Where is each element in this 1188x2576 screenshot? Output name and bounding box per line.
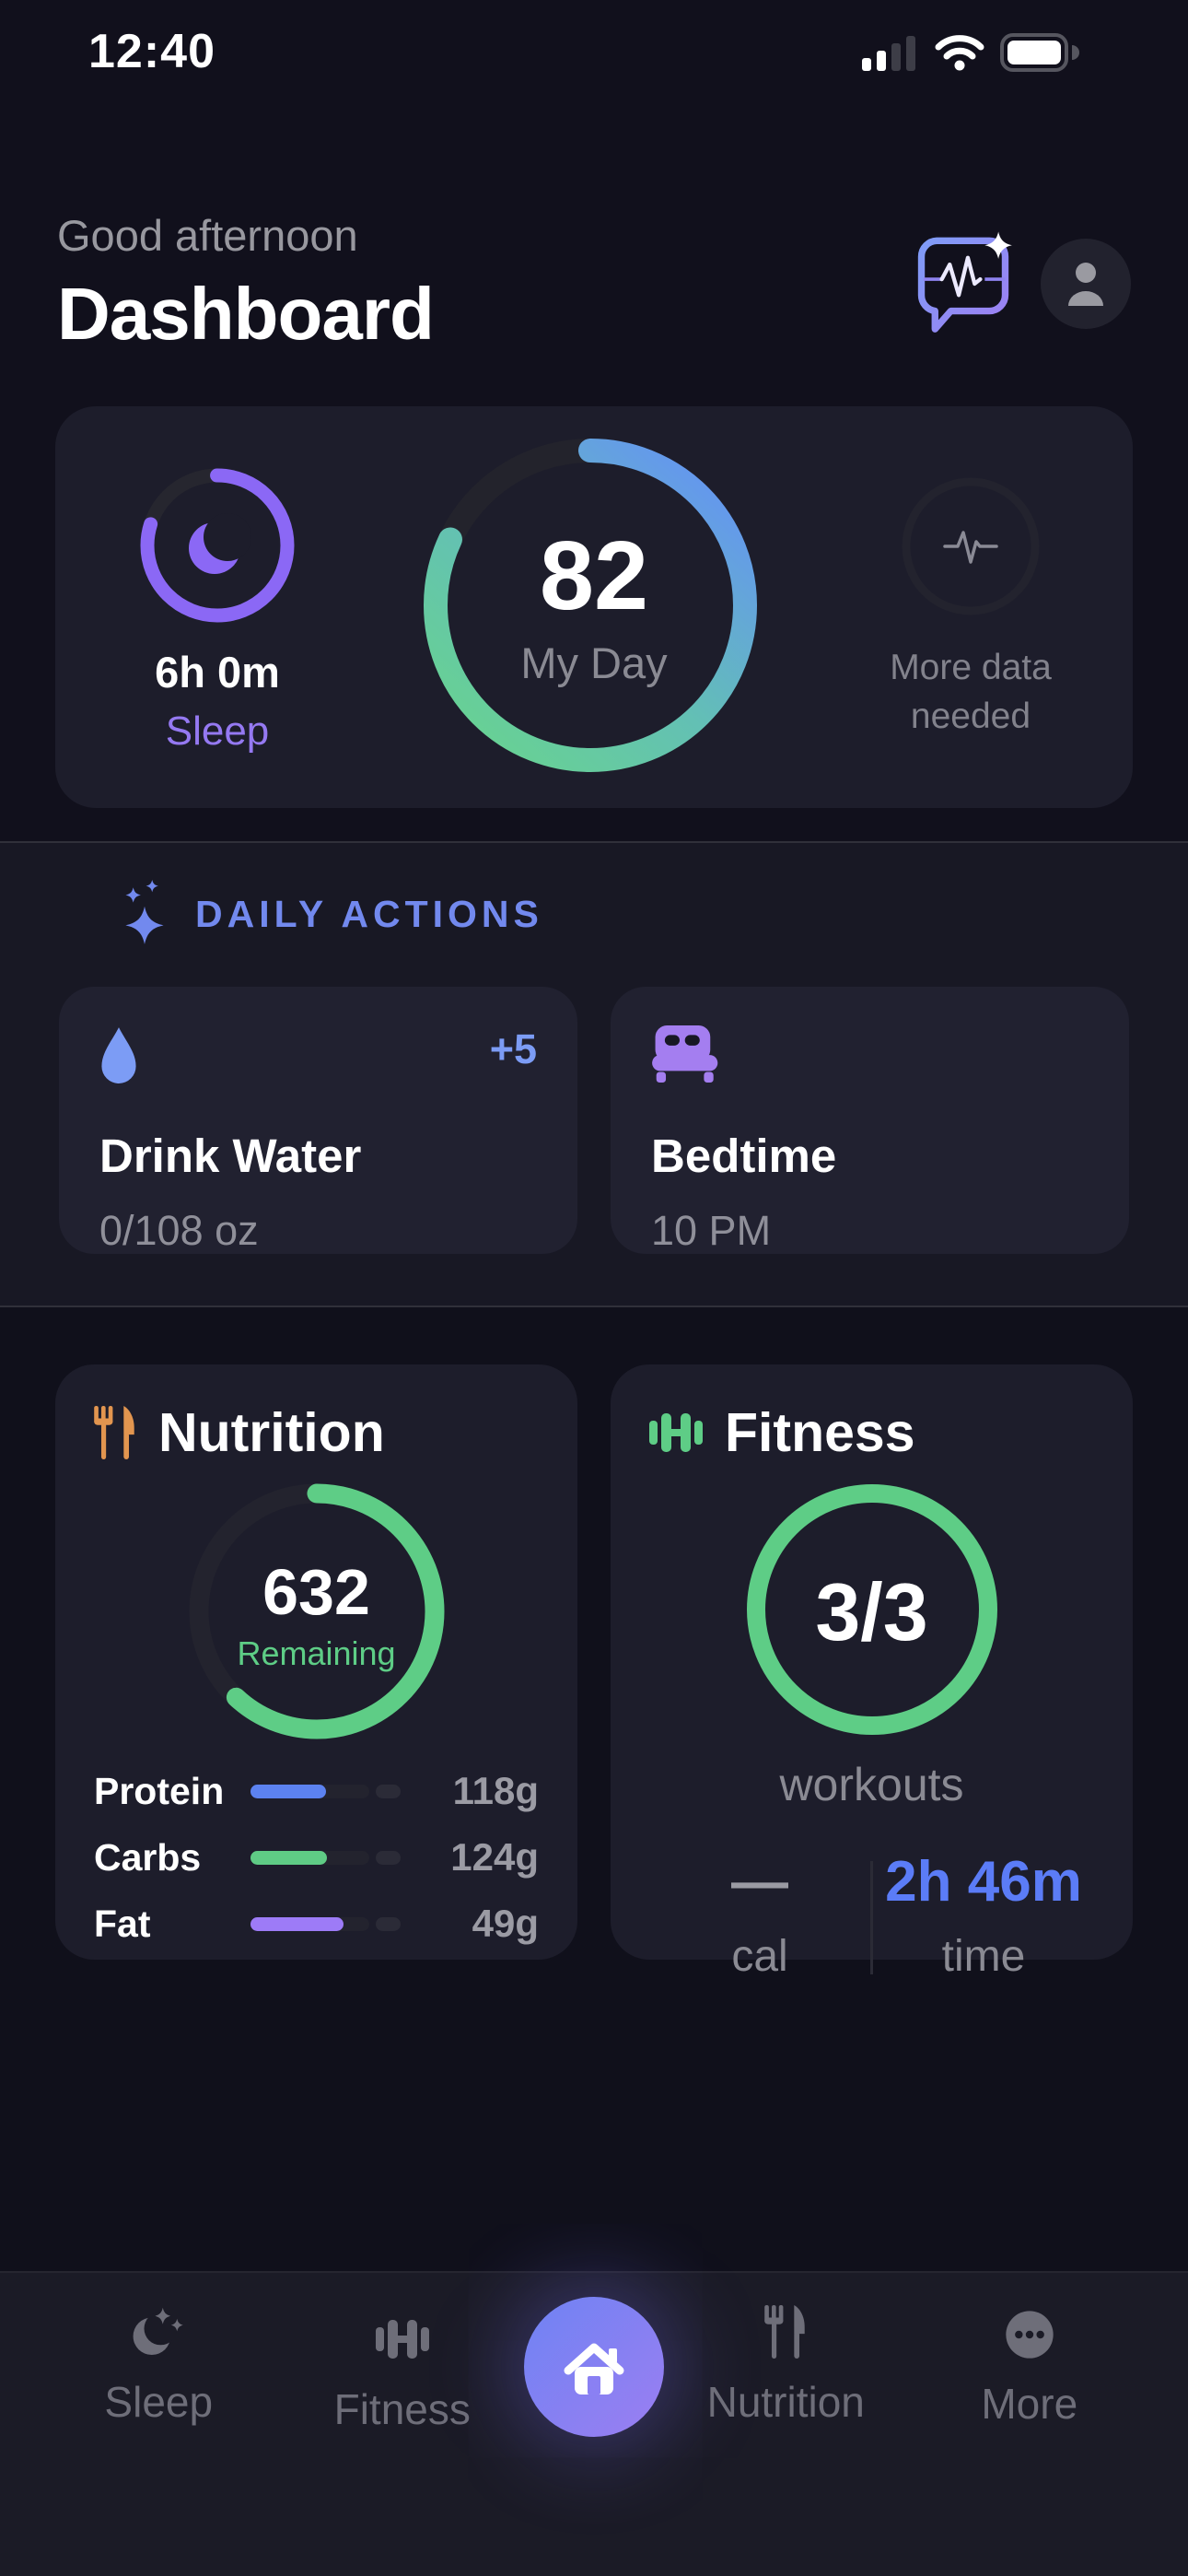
carbs-bar xyxy=(250,1850,401,1865)
sleep-score-tile[interactable]: 6h 0m Sleep xyxy=(98,460,337,755)
water-progress: 0/108 oz xyxy=(99,1207,259,1254)
daily-actions-row: +5 Drink Water 0/108 oz Bedtime xyxy=(59,987,1129,1254)
stats-section: Nutrition 632 Remaining Protein xyxy=(0,1307,1188,2271)
fitness-ring-wrap: 3/3 xyxy=(736,1473,1008,1751)
nav-item-nutrition[interactable]: Nutrition xyxy=(664,2304,908,2576)
page-title: Dashboard xyxy=(57,273,435,355)
nav-home-button[interactable] xyxy=(524,2297,664,2437)
fitness-title: Fitness xyxy=(725,1402,915,1463)
pulse-icon xyxy=(943,531,998,564)
macros-list: Protein 118g Carbs 124g xyxy=(94,1769,539,1946)
bed-icon xyxy=(652,1025,718,1083)
house-icon xyxy=(564,2343,624,2395)
fitness-ring xyxy=(746,1484,997,1735)
macro-row-carbs: Carbs 124g xyxy=(94,1835,539,1879)
fitness-card[interactable]: Fitness 3/3 workouts — cal xyxy=(611,1364,1133,1981)
my-day-center: 82 My Day xyxy=(419,434,769,781)
fat-bar xyxy=(250,1916,401,1931)
more-data-ring xyxy=(902,477,1040,615)
time-stat: 2h 46m time xyxy=(873,1854,1094,1982)
battery-icon xyxy=(1000,33,1079,72)
sparkles-icon xyxy=(125,880,164,944)
bedtime-title: Bedtime xyxy=(651,1130,837,1182)
calories-stat: — cal xyxy=(649,1854,870,1982)
time-value: 2h 46m xyxy=(885,1850,1082,1914)
bedtime-time: 10 PM xyxy=(651,1207,772,1254)
fork-knife-icon xyxy=(764,2305,805,2359)
bottom-nav: Sleep Fitness xyxy=(0,2271,1188,2576)
nav-label-more: More xyxy=(981,2380,1078,2428)
sleep-label: Sleep xyxy=(165,708,270,754)
nav-label-nutrition: Nutrition xyxy=(706,2378,865,2426)
time-label: time xyxy=(941,1932,1026,1981)
nutrition-card[interactable]: Nutrition 632 Remaining Protein xyxy=(55,1364,577,1960)
bedtime-card[interactable]: Bedtime 10 PM xyxy=(611,987,1129,1254)
more-data-tile[interactable]: More data needed xyxy=(851,474,1090,741)
nav-label-fitness: Fitness xyxy=(333,2385,471,2433)
status-icons xyxy=(862,33,1079,72)
calories-remaining-label: Remaining xyxy=(237,1633,396,1672)
ellipsis-icon xyxy=(1006,2311,1054,2359)
macro-row-protein: Protein 118g xyxy=(94,1769,539,1812)
wifi-icon xyxy=(935,35,984,71)
water-badge: +5 xyxy=(489,1025,537,1072)
sleep-value: 6h 0m xyxy=(155,648,280,697)
nav-item-more[interactable]: More xyxy=(908,2304,1152,2576)
header: Good afternoon Dashboard xyxy=(57,210,1131,357)
greeting-text: Good afternoon xyxy=(57,211,358,260)
more-data-label: More data needed xyxy=(890,647,1052,736)
water-drop-icon xyxy=(101,1027,136,1083)
header-actions xyxy=(912,229,1131,338)
health-chat-icon xyxy=(917,230,1012,333)
nav-label-sleep: Sleep xyxy=(104,2378,214,2426)
calories-value: — xyxy=(731,1850,788,1914)
status-time: 12:40 xyxy=(88,25,215,78)
cellular-signal-icon xyxy=(862,36,915,71)
stat-divider xyxy=(870,1861,873,1974)
sleep-ring xyxy=(140,468,295,623)
dumbbell-icon xyxy=(649,1413,703,1452)
moon-sparkle-icon xyxy=(133,2307,184,2356)
nav-item-fitness[interactable]: Fitness xyxy=(281,2304,525,2576)
fork-knife-icon xyxy=(94,1406,134,1459)
calories-remaining-value: 632 xyxy=(262,1555,370,1628)
health-chat-button[interactable] xyxy=(912,229,1015,338)
daily-actions-header: DAILY ACTIONS xyxy=(118,880,1188,948)
my-day-ring xyxy=(424,438,757,772)
nutrition-title: Nutrition xyxy=(158,1402,385,1463)
profile-avatar-button[interactable] xyxy=(1041,238,1131,329)
nutrition-ring xyxy=(189,1483,444,1739)
protein-bar xyxy=(250,1784,401,1798)
person-icon xyxy=(1068,262,1103,306)
nutrition-ring-wrap: 632 Remaining xyxy=(179,1473,455,1754)
fitness-stats: — cal 2h 46m time xyxy=(649,1854,1094,1982)
day-summary-card: 6h 0m Sleep 82 My Day xyxy=(55,406,1133,808)
daily-actions-title: DAILY ACTIONS xyxy=(195,892,543,935)
workouts-count: 3/3 xyxy=(815,1565,928,1657)
nav-item-sleep[interactable]: Sleep xyxy=(37,2304,281,2576)
my-day-score: 82 xyxy=(540,521,648,630)
daily-actions-section: DAILY ACTIONS +5 Drink Water 0/108 oz xyxy=(0,841,1188,1307)
drink-water-card[interactable]: +5 Drink Water 0/108 oz xyxy=(59,987,577,1254)
water-title: Drink Water xyxy=(99,1130,362,1182)
dumbbell-icon xyxy=(375,2320,429,2359)
macro-row-fat: Fat 49g xyxy=(94,1902,539,1945)
my-day-score-tile[interactable]: 82 My Day xyxy=(419,434,769,781)
calories-label: cal xyxy=(731,1932,788,1981)
workouts-label: workouts xyxy=(779,1759,964,1810)
header-titles: Good afternoon Dashboard xyxy=(57,210,435,357)
status-bar: 12:40 xyxy=(0,0,1188,111)
moon-icon xyxy=(189,513,251,574)
my-day-label: My Day xyxy=(520,638,668,687)
